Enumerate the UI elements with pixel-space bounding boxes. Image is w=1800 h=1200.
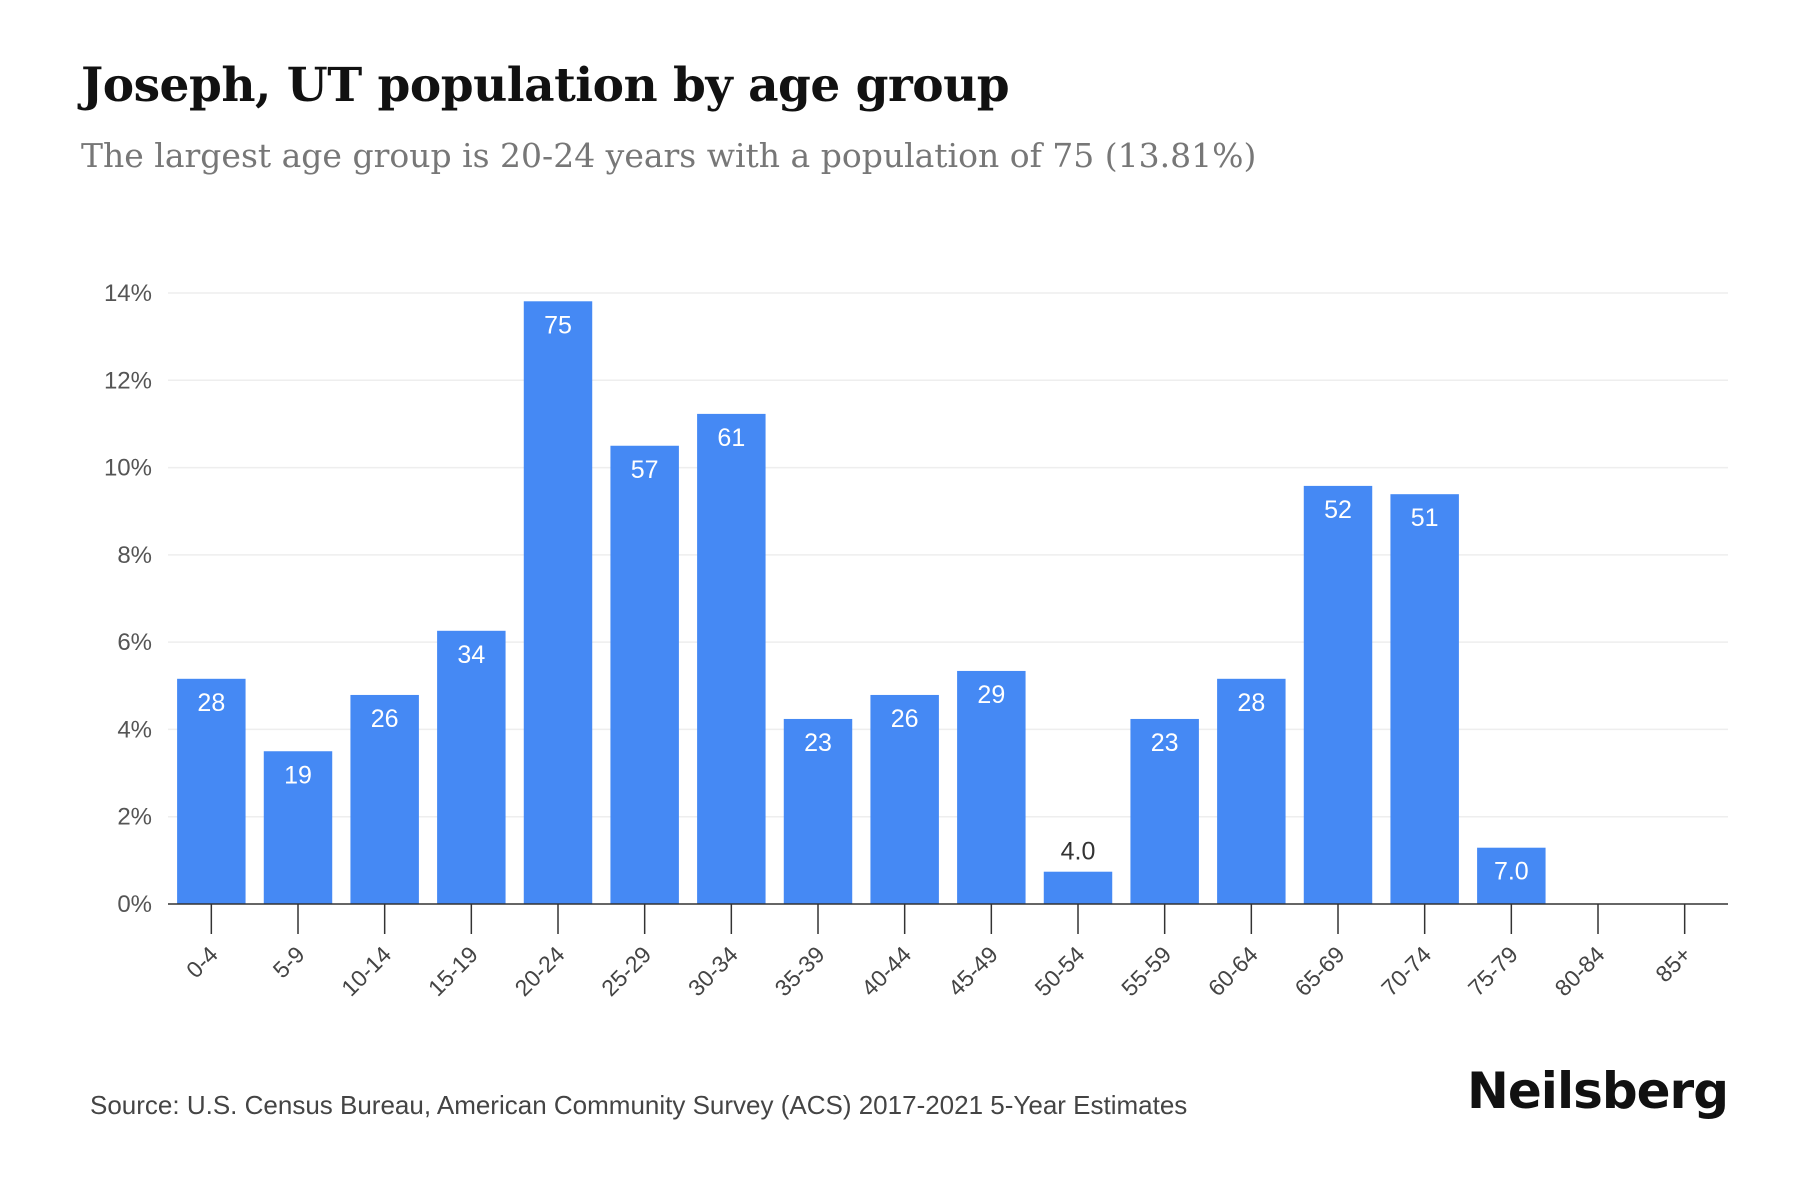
y-tick-label: 10% bbox=[104, 455, 152, 482]
x-tick-label: 20-24 bbox=[510, 941, 570, 1001]
bar bbox=[523, 301, 593, 905]
x-tick-label: 65-69 bbox=[1290, 941, 1350, 1001]
bar-data-label: 4.0 bbox=[1061, 838, 1096, 866]
bar bbox=[1217, 678, 1286, 904]
bar-chart: 0% 2% 4% 6% 8% 10% 12% 14% 28 0-4 19 5-9 26 10-14 34 15… bbox=[104, 280, 1728, 1001]
x-tick-label: 85+ bbox=[1650, 941, 1696, 987]
y-tick-label: 8% bbox=[117, 542, 152, 569]
x-tick-label: 15-19 bbox=[423, 941, 483, 1001]
brand-logo: Neilsberg bbox=[1467, 1062, 1729, 1120]
bar-data-label: 28 bbox=[1237, 689, 1265, 717]
x-tick-label: 45-49 bbox=[943, 941, 1003, 1001]
bar bbox=[1130, 718, 1199, 904]
x-tick-label: 60-64 bbox=[1203, 941, 1263, 1001]
y-tick-label: 14% bbox=[104, 280, 152, 307]
bar-data-label: 26 bbox=[371, 705, 399, 733]
x-tick-label: 50-54 bbox=[1030, 941, 1090, 1001]
bar-data-label: 23 bbox=[1151, 729, 1179, 757]
bar-data-label: 26 bbox=[891, 705, 919, 733]
y-tick-label: 4% bbox=[117, 716, 152, 743]
source-note: Source: U.S. Census Bureau, American Com… bbox=[90, 1090, 1188, 1120]
bar-data-label: 34 bbox=[457, 641, 485, 669]
x-tick-label: 75-79 bbox=[1463, 941, 1523, 1001]
bar bbox=[610, 445, 679, 904]
bar-data-label: 75 bbox=[544, 311, 572, 339]
x-tick-label: 5-9 bbox=[268, 941, 310, 983]
bar bbox=[1043, 871, 1113, 904]
bar bbox=[437, 630, 506, 904]
bar-data-label: 7.0 bbox=[1494, 858, 1529, 886]
x-tick-label: 40-44 bbox=[856, 941, 916, 1001]
chart-title: Joseph, UT population by age group bbox=[81, 58, 1010, 113]
bar bbox=[1477, 847, 1546, 904]
chart-subtitle: The largest age group is 20-24 years wit… bbox=[81, 136, 1257, 175]
bar-data-label: 19 bbox=[284, 761, 312, 789]
x-tick-label: 0-4 bbox=[181, 941, 223, 983]
x-tick-label: 70-74 bbox=[1376, 941, 1436, 1001]
bar-data-label: 23 bbox=[804, 729, 832, 757]
x-tick-label: 25-29 bbox=[596, 941, 656, 1001]
y-tick-label: 2% bbox=[117, 804, 152, 831]
bar bbox=[870, 694, 939, 904]
bar bbox=[350, 694, 419, 904]
bar bbox=[263, 751, 333, 904]
bar-data-label: 28 bbox=[197, 689, 225, 717]
bar bbox=[957, 670, 1026, 904]
x-tick-label: 10-14 bbox=[336, 941, 396, 1001]
bar-data-label: 51 bbox=[1411, 504, 1439, 532]
bar bbox=[697, 413, 766, 904]
bar bbox=[1390, 494, 1459, 904]
x-tick-label: 55-59 bbox=[1116, 941, 1176, 1001]
bar bbox=[177, 678, 246, 904]
y-tick-label: 12% bbox=[104, 367, 152, 394]
bar bbox=[783, 718, 853, 904]
y-tick-label: 6% bbox=[117, 629, 152, 656]
y-tick-label: 0% bbox=[117, 891, 152, 918]
bar-data-label: 61 bbox=[717, 424, 745, 452]
bar bbox=[1303, 485, 1373, 904]
bar-data-label: 52 bbox=[1324, 496, 1352, 524]
x-tick-label: 35-39 bbox=[770, 941, 830, 1001]
x-tick-label: 30-34 bbox=[683, 941, 743, 1001]
bar-data-label: 29 bbox=[977, 681, 1005, 709]
bar-data-label: 57 bbox=[631, 456, 659, 484]
x-tick-label: 80-84 bbox=[1550, 941, 1610, 1001]
